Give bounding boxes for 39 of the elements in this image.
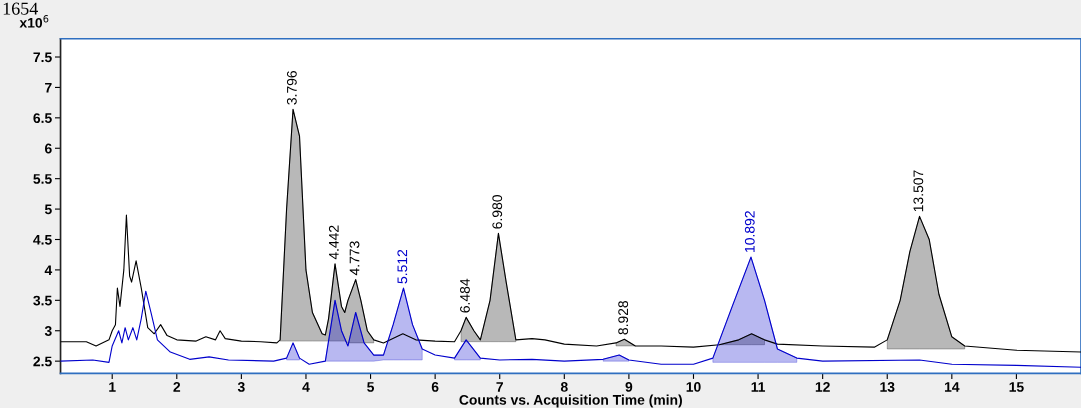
- x-tick-label: 10: [686, 382, 701, 392]
- y-tick-label: 7.5: [33, 52, 52, 63]
- line-series: [60, 108, 1081, 353]
- x-tick-label: 3: [237, 382, 245, 392]
- annotation: 4.442: [328, 225, 339, 260]
- x-tick-label: 11: [751, 382, 766, 392]
- annotation: 10.892: [744, 211, 755, 252]
- y-tick-label: 3.5: [33, 295, 52, 306]
- chart-title: 1654: [3, 2, 38, 15]
- y-tick-label: 7: [45, 82, 52, 93]
- annotation: 13.507: [913, 170, 924, 212]
- x-tick-label: 12: [815, 382, 830, 392]
- y-tick-label: 4: [44, 265, 53, 275]
- annotation: 5.512: [397, 249, 408, 284]
- y-tick-label: 6.5: [33, 113, 52, 124]
- x-tick-label: 6: [431, 382, 439, 392]
- y-axis-title: x10$^{6}$: [19, 15, 49, 28]
- x-tick-label: 14: [944, 382, 960, 392]
- annotation: 4.773: [349, 241, 360, 276]
- x-tick-label: 7: [496, 382, 503, 392]
- y-tick-label: 6: [44, 143, 52, 154]
- annotation: 3.796: [286, 71, 297, 105]
- annotation: 8.928: [618, 300, 629, 335]
- x-tick-label: 8: [560, 382, 568, 392]
- y-tick-label: 5.5: [33, 174, 52, 184]
- x-tick-label: 9: [625, 382, 633, 392]
- annotation: 6.484: [460, 278, 470, 313]
- x-tick-label: 2: [173, 382, 181, 392]
- x-tick-label: 1: [109, 382, 116, 392]
- x-tick-label: 5: [367, 382, 375, 392]
- x-axis-title: Counts vs. Acquisition Time (min): [459, 394, 682, 408]
- x-tick-label: 15: [1009, 382, 1024, 392]
- y-tick-label: 4.5: [33, 234, 52, 245]
- x-tick-label: 13: [880, 382, 895, 392]
- y-tick-label: 5: [44, 204, 52, 215]
- y-tick-label: 3: [44, 326, 52, 336]
- annotation: 6.980: [492, 195, 503, 229]
- x-tick-label: 4: [302, 382, 310, 392]
- y-tick-label: 2.5: [33, 356, 52, 367]
